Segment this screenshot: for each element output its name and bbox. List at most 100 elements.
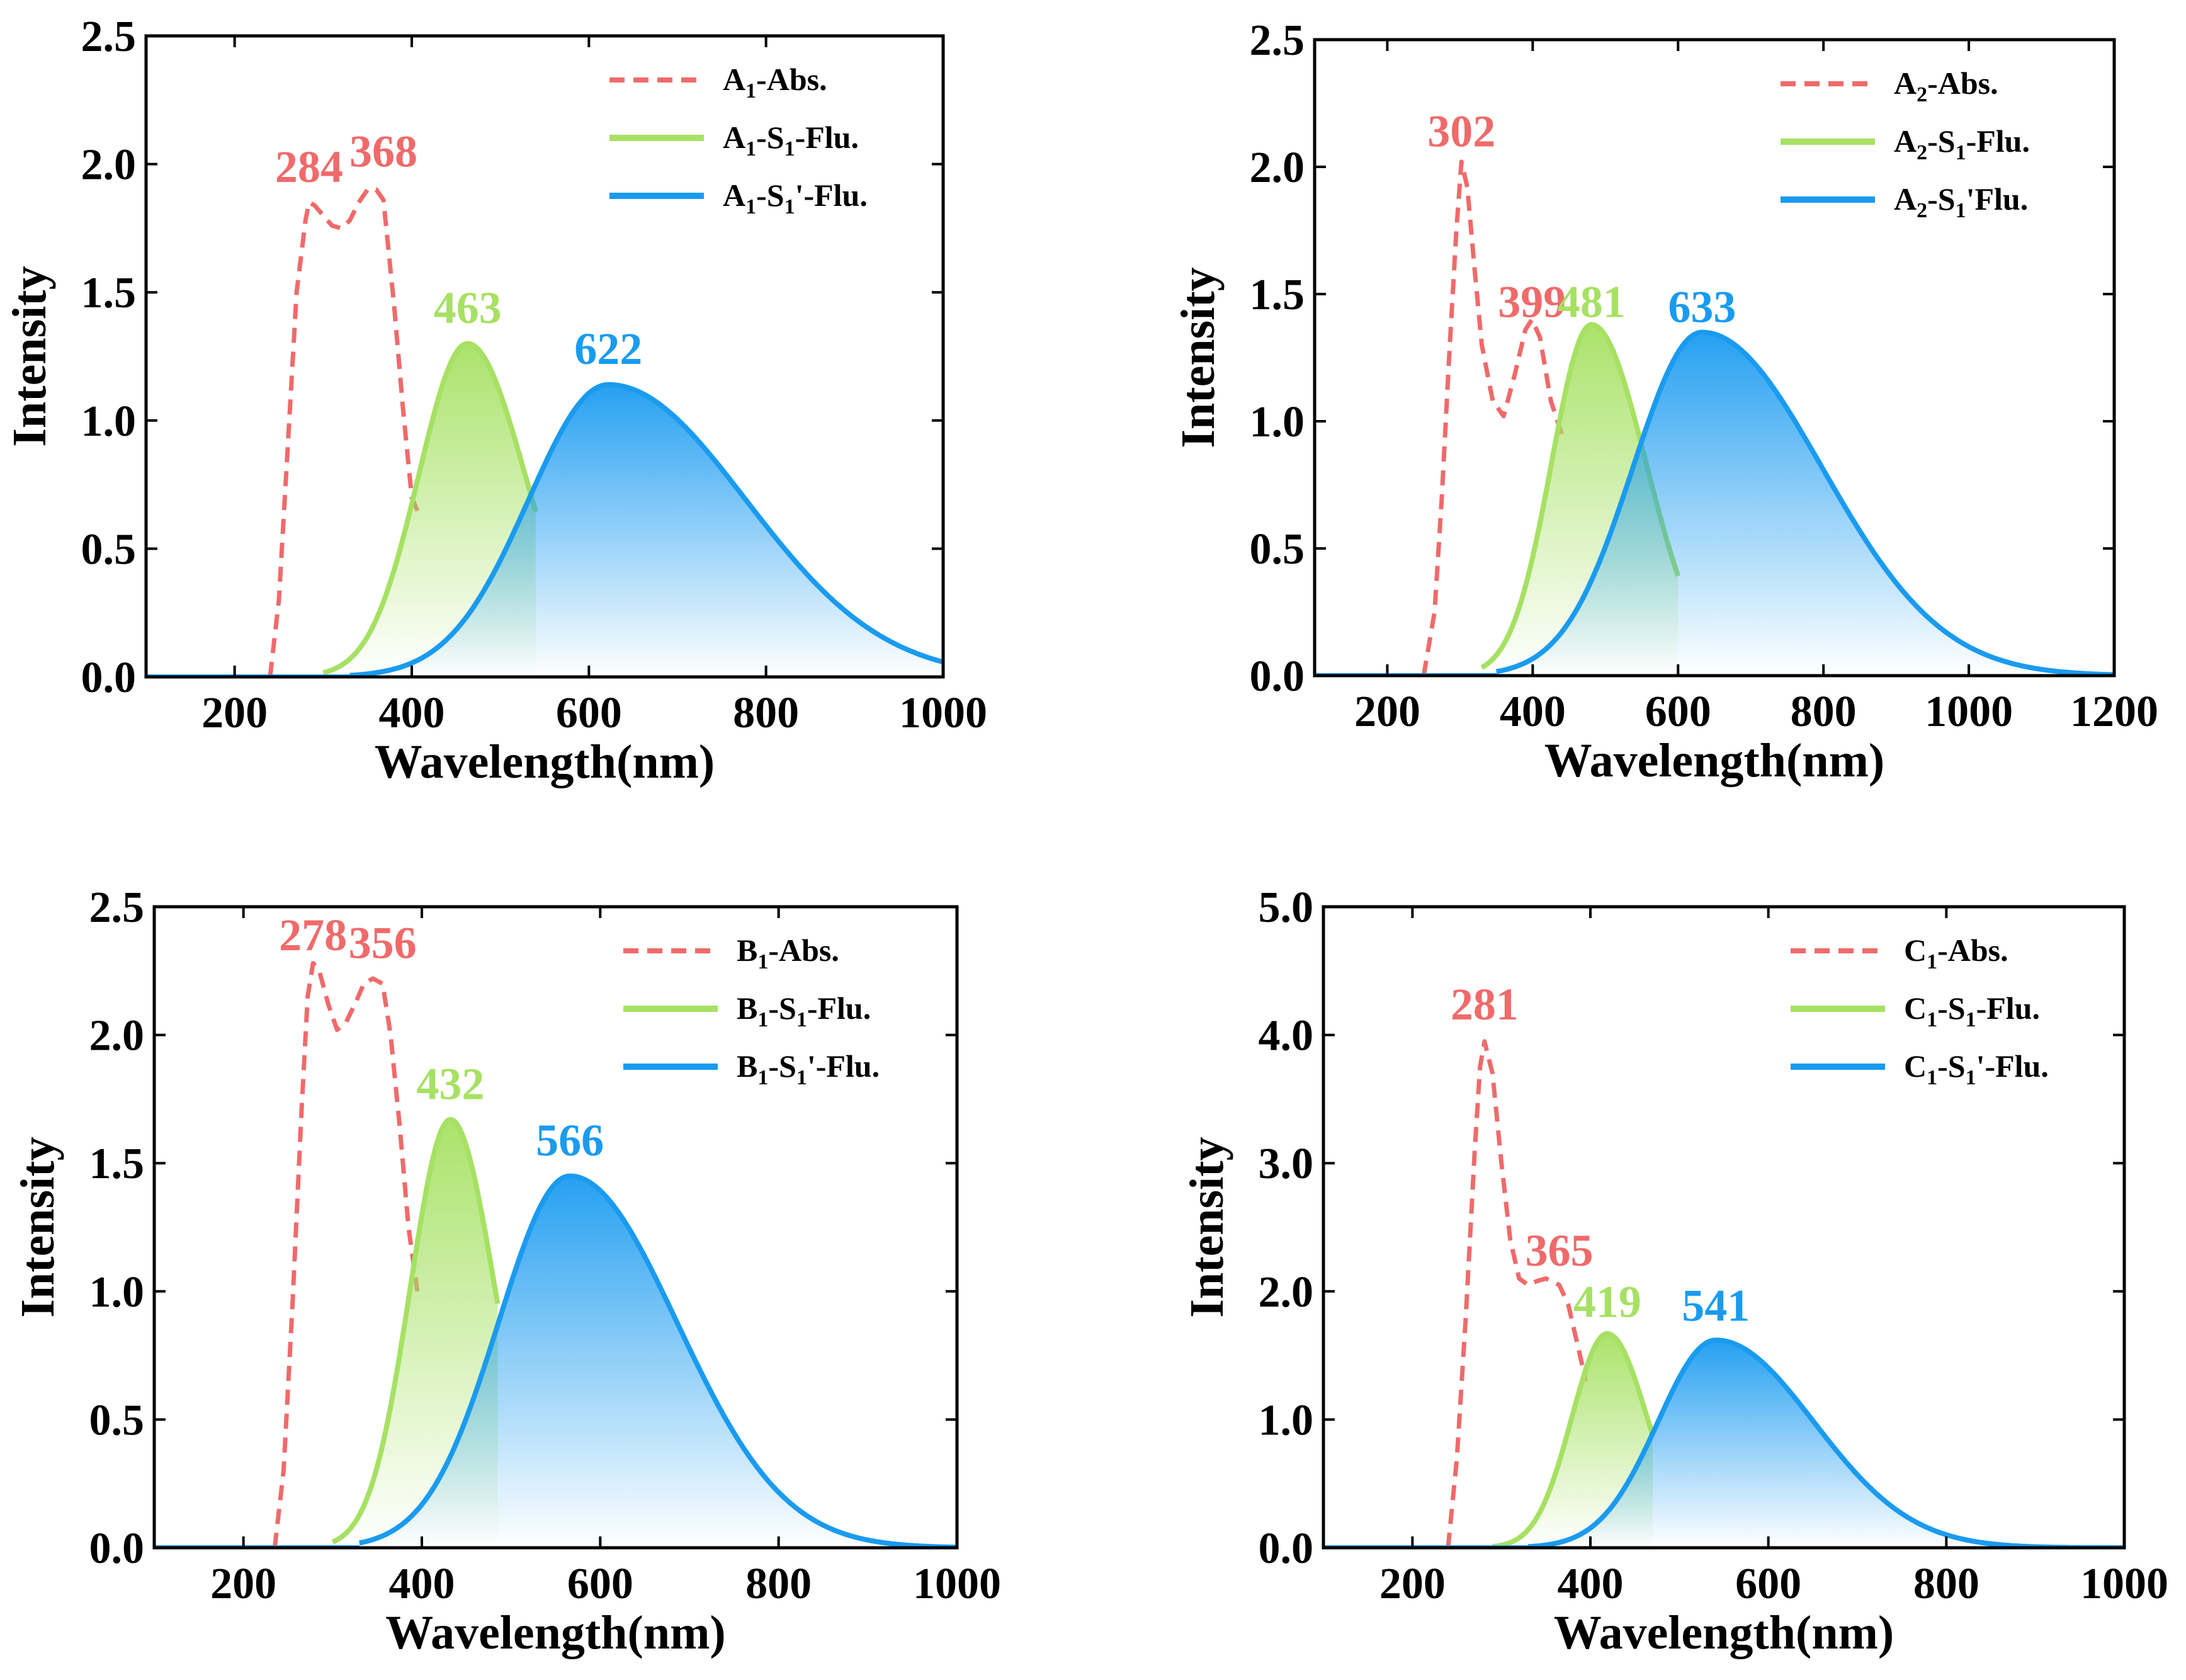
series-abs-1 <box>1446 1039 1589 1548</box>
x-axis-title: Wavelength(nm) <box>1544 734 1884 787</box>
legend: A1-Abs. A1-S1-Flu. A1-S1'-Flu. <box>609 62 868 219</box>
y-tick-label: 0.0 <box>81 654 137 702</box>
series-abs-1 <box>268 187 423 677</box>
series-green-2 <box>1323 1331 1655 1548</box>
y-tick-label: 0.5 <box>1250 525 1305 574</box>
green-line-3 <box>154 1117 501 1548</box>
peak-label-abs: 399 <box>1498 276 1566 327</box>
plot-frame <box>1322 905 2126 1550</box>
y-tick-label: 1.0 <box>1250 398 1305 446</box>
chart-panel-bottom-right: 200 400 600 800 1000 0.0 1.0 2.0 3.0 4.0 5.0 Wavele… <box>1181 883 2168 1659</box>
series-blue-3 <box>154 1173 957 1548</box>
peak-label-green: 481 <box>1558 276 1626 327</box>
legend-label: B1-Abs. <box>737 933 839 973</box>
abs-line-4 <box>1446 1039 1589 1548</box>
x-tick-label: 400 <box>1558 1560 1624 1608</box>
chart-panel-top-left: 200 400 600 800 1000 0.0 0.5 1.0 1.5 2.0 2.5 Wavele… <box>3 13 987 788</box>
y-tick-label: 2.0 <box>1250 144 1305 192</box>
y-tick-label: 2.5 <box>1250 16 1305 65</box>
y-tick-label: 2.0 <box>89 1012 145 1060</box>
blue-area-3 <box>359 1176 957 1548</box>
x-axis-title: Wavelength(nm) <box>375 735 715 788</box>
y-tick-label: 0.0 <box>89 1524 145 1573</box>
legend-label: C1-Abs. <box>1904 933 2008 973</box>
x-axis-title: Wavelength(nm) <box>1554 1606 1894 1659</box>
legend-label: B1-S1-Flu. <box>737 990 871 1031</box>
x-tick-label: 600 <box>1735 1560 1801 1608</box>
legend-label: A2-Abs. <box>1894 65 1998 106</box>
green-line-4 <box>1323 1331 1655 1548</box>
y-tick-label: 1.0 <box>81 397 137 446</box>
y-tick-label: 0.5 <box>89 1396 145 1444</box>
series-blue-3 <box>1315 329 2114 676</box>
peak-label-abs: 368 <box>349 127 417 177</box>
y-tick-label: 3.0 <box>1259 1140 1314 1188</box>
x-tick-label: 1000 <box>913 1560 1001 1608</box>
x-tick-label: 400 <box>379 689 445 737</box>
peak-label-green: 419 <box>1573 1277 1641 1327</box>
x-tick-label: 200 <box>201 689 268 737</box>
legend: B1-Abs. B1-S1-Flu. B1-S1'-Flu. <box>623 933 880 1089</box>
y-tick-label: 2.5 <box>81 13 137 61</box>
peak-label-abs: 302 <box>1427 106 1495 157</box>
y-tick-label: 0.0 <box>1259 1524 1314 1573</box>
series-abs-1 <box>272 961 420 1548</box>
plot-frame <box>1313 38 2116 678</box>
blue-line-3 <box>154 1173 957 1548</box>
abs-line-1 <box>268 187 423 677</box>
legend-label: C1-S1'-Flu. <box>1904 1048 2049 1089</box>
blue-area-1 <box>349 384 943 677</box>
x-tick-label: 600 <box>567 1560 633 1608</box>
x-tick-label: 800 <box>733 689 799 737</box>
abs-line-3 <box>272 961 420 1548</box>
peak-label-abs: 284 <box>275 142 343 192</box>
peak-label-green: 432 <box>416 1059 484 1109</box>
x-tick-label: 200 <box>210 1560 276 1608</box>
y-axis-title: Intensity <box>1172 267 1225 448</box>
series-blue-3 <box>1323 1337 2124 1548</box>
x-tick-label: 800 <box>745 1560 812 1608</box>
x-tick-label: 600 <box>1645 688 1711 736</box>
blue-area-4 <box>1528 1340 2124 1548</box>
peak-label-blue: 633 <box>1668 281 1736 332</box>
y-tick-label: 2.0 <box>1259 1268 1314 1317</box>
green-area-4 <box>1492 1334 1653 1548</box>
y-tick-label: 2.5 <box>89 883 145 932</box>
x-tick-label: 1200 <box>2070 688 2158 736</box>
series-blue-3 <box>146 382 943 677</box>
x-tick-label: 200 <box>1379 1560 1446 1608</box>
y-axis-title: Intensity <box>3 266 56 446</box>
peak-label-blue: 566 <box>536 1115 604 1166</box>
peak-label-green: 463 <box>434 283 502 333</box>
y-tick-label: 1.5 <box>89 1140 145 1188</box>
x-tick-label: 800 <box>1913 1560 1979 1608</box>
legend-label: B1-S1'-Flu. <box>737 1048 880 1089</box>
legend-label: A1-S1'-Flu. <box>723 178 868 219</box>
y-tick-label: 0.0 <box>1250 652 1305 701</box>
x-tick-label: 400 <box>389 1560 455 1608</box>
y-tick-label: 2.0 <box>81 141 137 190</box>
series-abs-1 <box>1421 159 1564 676</box>
y-tick-label: 1.5 <box>1250 271 1305 319</box>
blue-line-1 <box>146 382 943 677</box>
legend-label: A1-Abs. <box>723 62 827 103</box>
plot-frame <box>152 905 959 1550</box>
y-axis-title: Intensity <box>1181 1137 1233 1317</box>
peak-label-abs: 281 <box>1451 979 1519 1030</box>
y-tick-label: 1.0 <box>1259 1396 1314 1444</box>
peak-label-abs: 278 <box>279 910 347 960</box>
y-tick-label: 5.0 <box>1259 883 1314 932</box>
x-tick-label: 400 <box>1500 688 1566 736</box>
green-line-1 <box>146 341 538 677</box>
x-tick-label: 1000 <box>2080 1560 2168 1608</box>
chart-panel-bottom-left: 200 400 600 800 1000 0.0 0.5 1.0 1.5 2.0 2.5 Wavele… <box>11 883 1001 1659</box>
y-tick-label: 1.0 <box>89 1268 145 1317</box>
x-tick-label: 1000 <box>899 689 987 737</box>
y-tick-label: 4.0 <box>1259 1012 1314 1060</box>
x-axis-title: Wavelength(nm) <box>385 1606 725 1659</box>
y-tick-label: 1.5 <box>81 269 137 317</box>
y-axis-title: Intensity <box>11 1137 64 1317</box>
peak-label-blue: 622 <box>574 324 642 374</box>
legend-label: A2-S1'Flu. <box>1894 181 2028 222</box>
